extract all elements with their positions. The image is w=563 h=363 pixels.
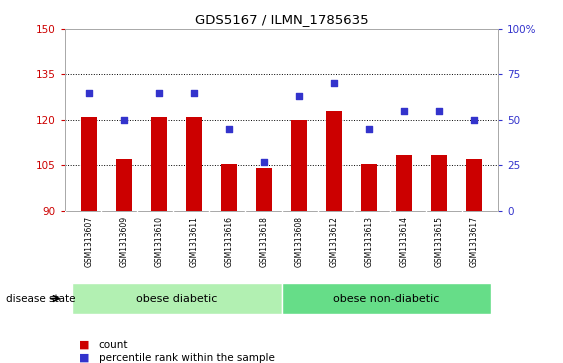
Bar	[221, 164, 237, 211]
Text: GSM1313617: GSM1313617	[470, 216, 479, 267]
Text: GSM1313608: GSM1313608	[294, 216, 303, 267]
Text: disease state: disease state	[6, 294, 75, 303]
Bar	[361, 164, 377, 211]
Text: count: count	[99, 340, 128, 350]
Text: GSM1313613: GSM1313613	[364, 216, 373, 267]
Text: GSM1313607: GSM1313607	[84, 216, 93, 268]
Point	[470, 117, 479, 123]
Point	[84, 90, 93, 95]
Text: GSM1313609: GSM1313609	[120, 216, 129, 268]
Point	[155, 90, 164, 95]
Point	[190, 90, 199, 95]
Bar	[256, 168, 272, 211]
Text: GSM1313614: GSM1313614	[399, 216, 408, 267]
Bar	[326, 111, 342, 211]
Title: GDS5167 / ILMN_1785635: GDS5167 / ILMN_1785635	[195, 13, 368, 26]
Bar	[466, 159, 482, 211]
Text: GSM1313611: GSM1313611	[190, 216, 199, 267]
Bar	[282, 283, 491, 314]
Point	[225, 126, 234, 132]
Point	[294, 93, 303, 99]
Bar	[81, 117, 97, 211]
Text: ■: ■	[79, 340, 90, 350]
Bar	[396, 155, 412, 211]
Point	[329, 81, 338, 86]
Bar	[72, 283, 282, 314]
Point	[120, 117, 129, 123]
Text: GSM1313612: GSM1313612	[329, 216, 338, 267]
Bar	[186, 117, 202, 211]
Point	[260, 159, 269, 164]
Bar	[431, 155, 446, 211]
Text: GSM1313616: GSM1313616	[225, 216, 234, 267]
Bar	[117, 159, 132, 211]
Text: obese diabetic: obese diabetic	[136, 294, 217, 303]
Text: GSM1313618: GSM1313618	[260, 216, 269, 267]
Point	[399, 108, 408, 114]
Text: GSM1313610: GSM1313610	[155, 216, 164, 267]
Bar	[291, 120, 307, 211]
Bar	[151, 117, 167, 211]
Point	[364, 126, 373, 132]
Text: obese non-diabetic: obese non-diabetic	[333, 294, 440, 303]
Point	[434, 108, 443, 114]
Text: GSM1313615: GSM1313615	[434, 216, 443, 267]
Text: percentile rank within the sample: percentile rank within the sample	[99, 352, 274, 363]
Text: ■: ■	[79, 352, 90, 363]
